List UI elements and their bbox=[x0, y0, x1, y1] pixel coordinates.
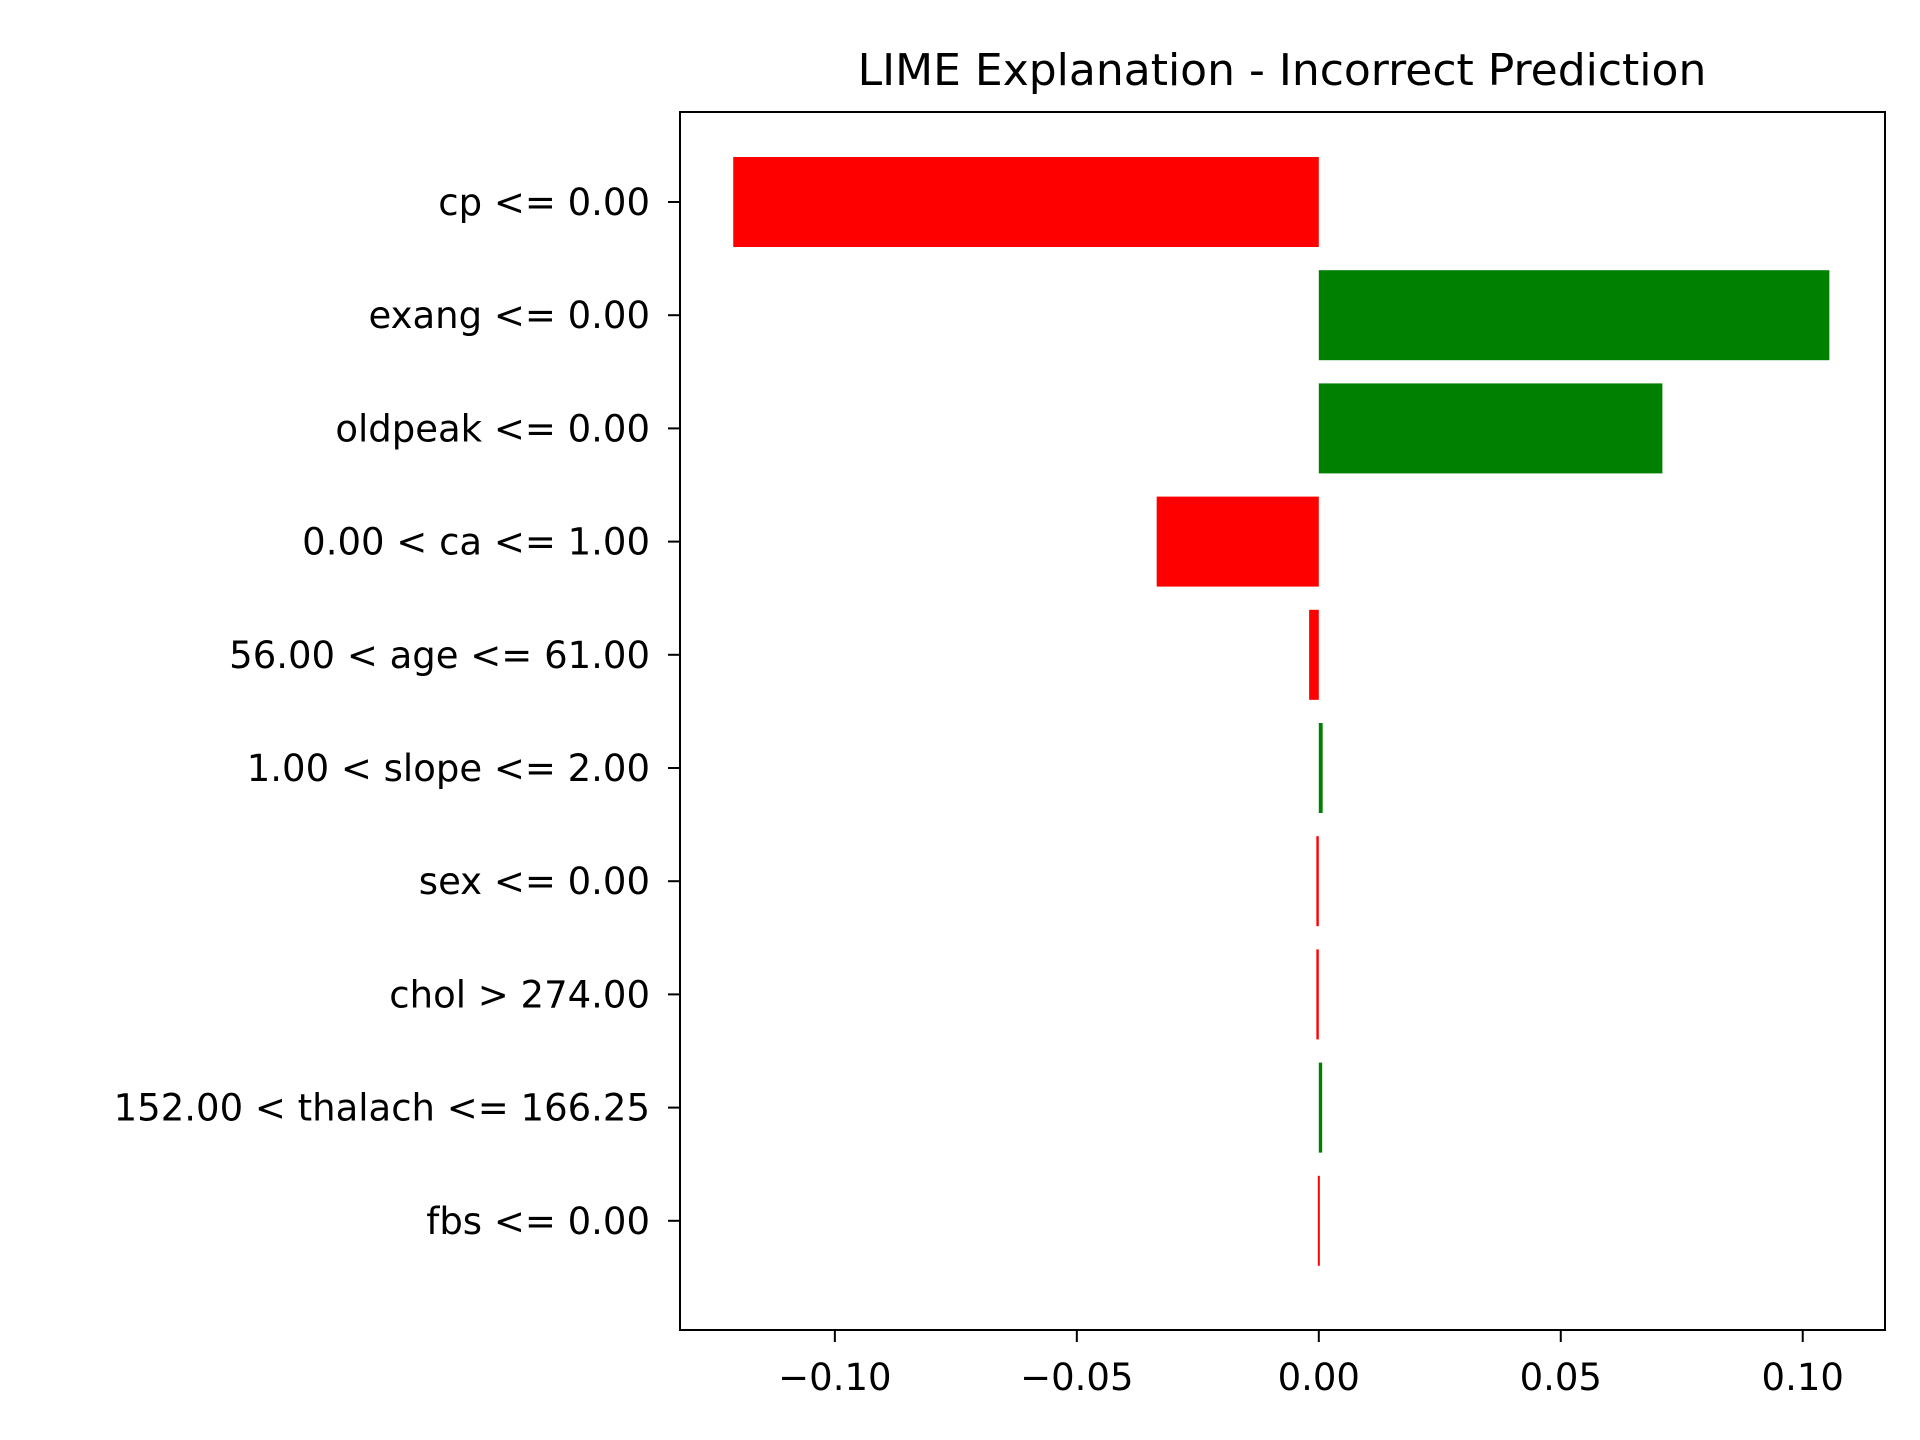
bar-5 bbox=[1318, 723, 1323, 813]
x-axis: −0.10 −0.05 0.00 0.05 0.10 bbox=[778, 1330, 1844, 1399]
y-tick-label-6: sex <= 0.00 bbox=[419, 860, 650, 903]
x-tick-label-4: 0.10 bbox=[1762, 1356, 1844, 1399]
bar-6 bbox=[1316, 836, 1319, 927]
y-tick-label-2: oldpeak <= 0.00 bbox=[335, 407, 650, 450]
y-tick-label-1: exang <= 0.00 bbox=[368, 294, 650, 337]
bar-1 bbox=[1318, 270, 1830, 361]
plot-frame bbox=[679, 111, 1886, 1331]
x-tick-label-3: 0.05 bbox=[1520, 1356, 1602, 1399]
y-tick-label-4: 56.00 < age <= 61.00 bbox=[229, 634, 650, 677]
y-tick-label-0: cp <= 0.00 bbox=[438, 181, 650, 224]
chart-title: LIME Explanation - Incorrect Prediction bbox=[858, 45, 1707, 96]
bar-3 bbox=[1156, 496, 1319, 587]
y-tick-label-5: 1.00 < slope <= 2.00 bbox=[247, 747, 650, 790]
bar-8 bbox=[1318, 1062, 1323, 1153]
x-tick-label-0: −0.10 bbox=[778, 1356, 891, 1399]
bar-4 bbox=[1309, 609, 1319, 700]
bar-0 bbox=[733, 157, 1319, 247]
y-tick-label-3: 0.00 < ca <= 1.00 bbox=[302, 521, 650, 564]
y-axis: cp <= 0.00 exang <= 0.00 oldpeak <= 0.00 0.… bbox=[114, 181, 680, 1243]
bar-9 bbox=[1317, 1175, 1320, 1266]
x-tick-label-2: 0.00 bbox=[1278, 1356, 1360, 1399]
bar-7 bbox=[1316, 949, 1319, 1040]
bar-2 bbox=[1318, 383, 1663, 474]
bars-group bbox=[733, 157, 1830, 1266]
y-tick-label-8: 152.00 < thalach <= 166.25 bbox=[114, 1087, 650, 1130]
x-tick-label-1: −0.05 bbox=[1020, 1356, 1133, 1399]
y-tick-label-7: chol > 274.00 bbox=[389, 973, 650, 1016]
y-tick-label-9: fbs <= 0.00 bbox=[426, 1200, 650, 1243]
